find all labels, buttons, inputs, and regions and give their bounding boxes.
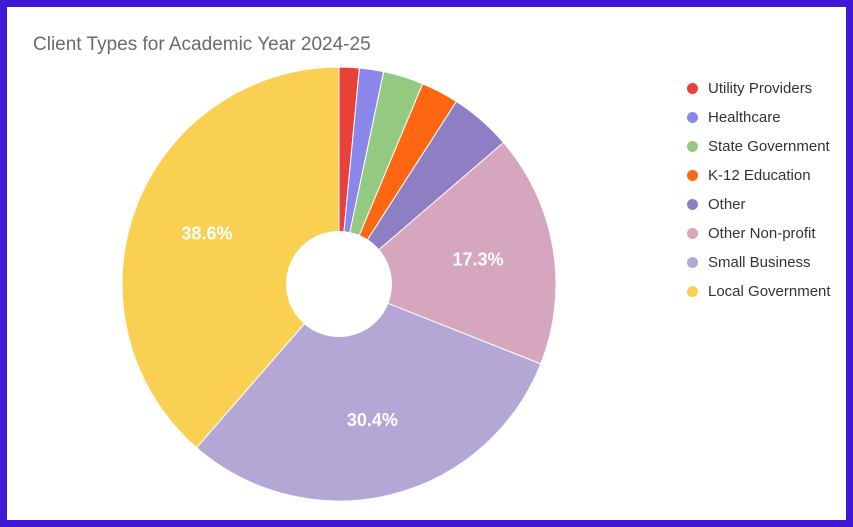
- legend-label: Local Government: [708, 283, 831, 300]
- legend-label: State Government: [708, 138, 830, 155]
- legend-swatch: [687, 83, 698, 94]
- pie-slice-local-government: [121, 66, 340, 449]
- legend-swatch: [687, 112, 698, 123]
- legend-item-k-12-education: K-12 Education: [687, 161, 831, 190]
- slice-label-local-government: 38.6%: [181, 223, 232, 243]
- slice-label-small-business: 30.4%: [347, 410, 398, 430]
- donut-hole: [286, 231, 392, 337]
- legend-swatch: [687, 228, 698, 239]
- legend-item-small-business: Small Business: [687, 248, 831, 277]
- legend-label: K-12 Education: [708, 167, 811, 184]
- legend-label: Small Business: [708, 254, 811, 271]
- pie-slice-small-business: [195, 283, 542, 502]
- legend-item-state-government: State Government: [687, 132, 831, 161]
- legend-swatch: [687, 199, 698, 210]
- pie-slice-other-non-profit: [338, 141, 557, 365]
- slice-label-other-non-profit: 17.3%: [453, 249, 504, 269]
- legend-item-other-non-profit: Other Non-profit: [687, 219, 831, 248]
- legend-swatch: [687, 141, 698, 152]
- legend-label: Utility Providers: [708, 80, 813, 97]
- legend-label: Other: [708, 196, 746, 213]
- legend-item-healthcare: Healthcare: [687, 103, 831, 132]
- legend-swatch: [687, 286, 698, 297]
- chart-legend: Utility Providers Healthcare State Governm…: [687, 74, 831, 306]
- legend-swatch: [687, 257, 698, 268]
- legend-label: Other Non-profit: [708, 225, 816, 242]
- legend-label: Healthcare: [708, 109, 781, 126]
- legend-item-other: Other: [687, 190, 831, 219]
- legend-item-local-government: Local Government: [687, 277, 831, 306]
- chart-title: Client Types for Academic Year 2024-25: [33, 34, 371, 55]
- legend-item-utility-providers: Utility Providers: [687, 74, 831, 103]
- pie-chart: 17.3% 30.4% 38.6%: [121, 66, 557, 502]
- legend-swatch: [687, 170, 698, 181]
